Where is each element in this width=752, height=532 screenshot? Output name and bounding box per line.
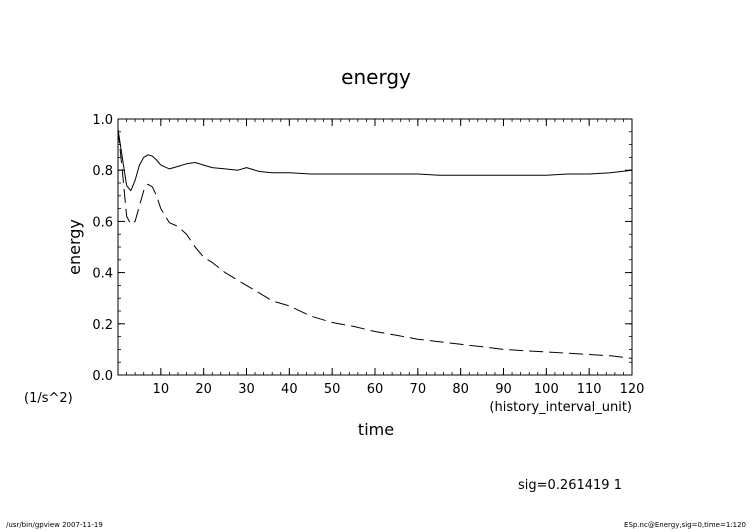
y-axis-unit: (1/s^2): [24, 391, 73, 406]
sig-annotation: sig=0.261419 1: [518, 478, 622, 493]
x-tick-label: 30: [238, 382, 255, 397]
x-tick-label: 100: [534, 382, 559, 397]
y-axis-label: energy: [65, 219, 84, 275]
x-tick-label: 120: [620, 382, 645, 397]
footer-source: ESp.nc@Energy,sig=0,time=1:120: [624, 521, 746, 529]
x-tick-label: 110: [577, 382, 602, 397]
x-tick-label: 80: [452, 382, 469, 397]
y-tick-label: 0.8: [92, 164, 113, 179]
x-axis-label: time: [358, 420, 394, 439]
x-axis-unit: (history_interval_unit): [489, 400, 632, 415]
x-tick-label: 90: [495, 382, 512, 397]
chart-title: energy: [341, 65, 411, 89]
y-tick-label: 0.0: [92, 369, 113, 384]
x-tick-label: 20: [195, 382, 212, 397]
y-axis-ticks: 0.0 0.2 0.4 0.6 0.8 1.0: [92, 113, 632, 384]
x-tick-label: 10: [153, 382, 170, 397]
x-tick-label: 60: [367, 382, 384, 397]
x-tick-label: 70: [410, 382, 427, 397]
series-layer: [117, 129, 633, 359]
series-line-dashed: [117, 129, 633, 359]
y-tick-label: 0.2: [92, 318, 113, 333]
x-tick-label: 40: [281, 382, 298, 397]
x-tick-label: 50: [324, 382, 341, 397]
y-tick-label: 0.4: [92, 267, 113, 282]
y-tick-label: 0.6: [92, 215, 113, 230]
series-line-solid: [117, 129, 633, 192]
x-axis-ticks: 10 20 30 40 50 60 70 80 90 100 110 120: [117, 119, 645, 397]
y-tick-label: 1.0: [92, 113, 113, 128]
footer-program-date: /usr/bin/gpview 2007-11-19: [6, 521, 103, 529]
